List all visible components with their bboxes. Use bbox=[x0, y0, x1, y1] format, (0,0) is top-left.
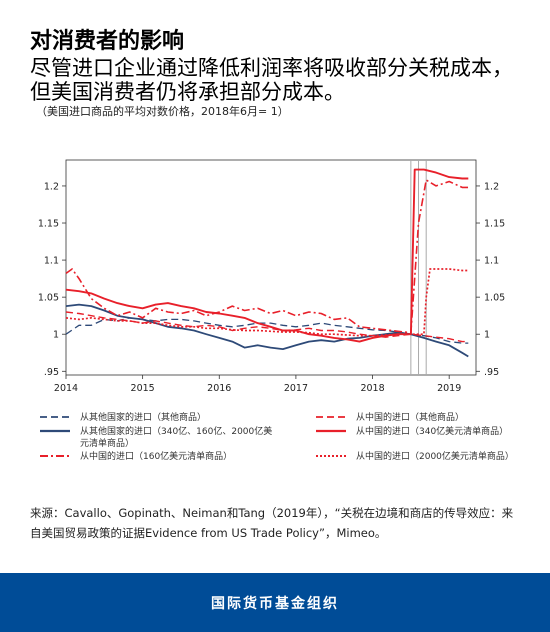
y-tick-label-right: .95 bbox=[484, 367, 499, 378]
x-tick-label: 2017 bbox=[284, 383, 308, 394]
y-tick-label-right: 1 bbox=[484, 330, 490, 341]
page-title: 对消费者的影响 bbox=[30, 29, 185, 54]
x-tick-label: 2015 bbox=[131, 383, 155, 394]
y-tick-label-left: .95 bbox=[44, 367, 59, 378]
plot-frame bbox=[65, 159, 477, 376]
y-tick-label-left: 1 bbox=[53, 330, 59, 341]
series-line bbox=[65, 179, 469, 334]
legend-label: 从中国的进口（340亿美元清单商品） bbox=[356, 425, 508, 437]
x-tick-label: 2014 bbox=[54, 383, 78, 394]
source-note: 来源：Cavallo、Gopinath、Neiman和Tang（2019年），“… bbox=[30, 506, 514, 540]
y-tick-label-right: 1.05 bbox=[484, 293, 505, 304]
chart-note: （美国进口商品的平均对数价格，2018年6月= 1） bbox=[36, 105, 289, 118]
x-tick-label: 2018 bbox=[360, 383, 384, 394]
x-tick-label: 2019 bbox=[437, 383, 461, 394]
legend-label: 从其他国家的进口（其他商品） bbox=[80, 411, 206, 423]
x-tick-label: 2016 bbox=[207, 383, 231, 394]
page-subtitle: 尽管进口企业通过降低利润率将吸收部分关税成本，但美国消费者仍将承担部分成本。 bbox=[30, 56, 513, 104]
legend-label: 从中国的进口（160亿美元清单商品） bbox=[80, 450, 232, 462]
legend-label: 从中国的进口（2000亿美元清单商品） bbox=[356, 450, 514, 462]
y-tick-label-left: 1.2 bbox=[44, 181, 59, 192]
y-tick-label-right: 1.2 bbox=[484, 181, 499, 192]
price-chart: .95 .95 1 1 1.05 1.05 1.1 1.1 1.15 1.15 1.2 1.2 2014… bbox=[38, 159, 514, 462]
legend-label: 从中国的进口（其他商品） bbox=[356, 411, 464, 423]
series-line bbox=[65, 268, 469, 337]
footer-org-name: 国际货币基金组织 bbox=[211, 595, 339, 612]
y-tick-label-left: 1.15 bbox=[38, 219, 59, 230]
legend-label: 从其他国家的进口（340亿、160亿、2000亿美元清单商品） bbox=[80, 425, 272, 449]
series-line bbox=[65, 168, 469, 343]
y-tick-label-left: 1.1 bbox=[44, 256, 59, 267]
footer-bar: 国际货币基金组织 bbox=[0, 573, 550, 632]
y-tick-label-right: 1.15 bbox=[484, 219, 505, 230]
y-tick-label-right: 1.1 bbox=[484, 256, 499, 267]
y-tick-label-left: 1.05 bbox=[38, 293, 59, 304]
